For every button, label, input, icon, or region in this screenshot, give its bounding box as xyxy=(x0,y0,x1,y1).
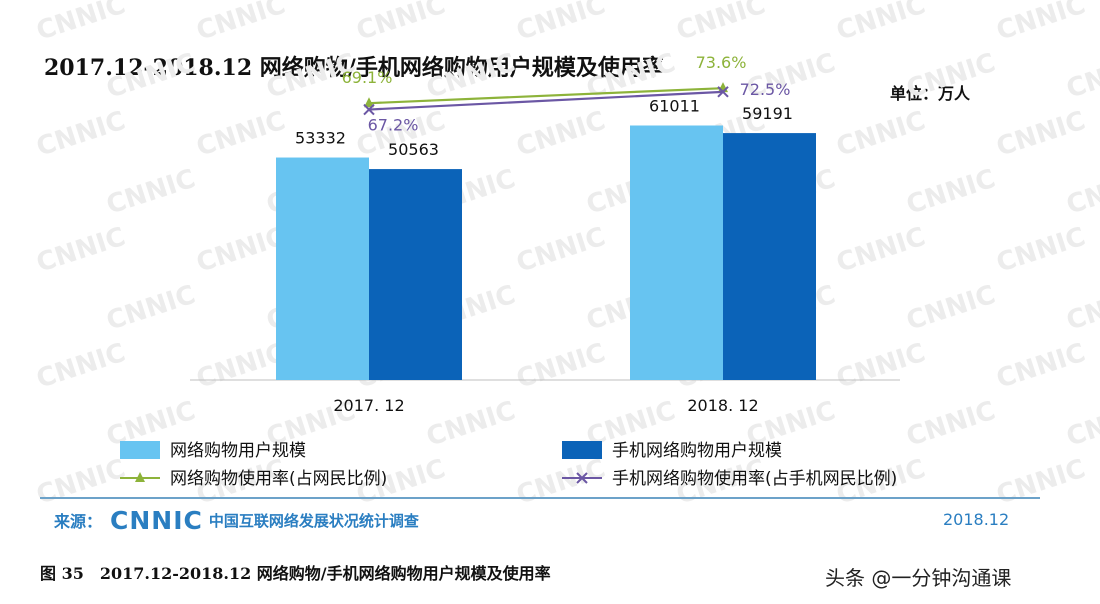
watermark-text: CNNIC xyxy=(103,164,199,221)
bar-layer xyxy=(190,125,900,381)
watermark-text: CNNIC xyxy=(33,106,129,163)
watermark-text: CNNIC xyxy=(993,0,1089,47)
line-marker-triangle xyxy=(364,97,374,108)
source-label: 来源： xyxy=(54,512,103,531)
watermark-text: CNNIC xyxy=(993,106,1089,163)
bar-value-label: 61011 xyxy=(649,96,700,115)
watermark-text: CNNIC xyxy=(993,338,1089,395)
watermark-text: CNNIC xyxy=(423,48,519,105)
watermark-text: CNNIC xyxy=(353,0,449,47)
legend-label: 手机网络购物用户规模 xyxy=(612,441,782,461)
watermark-text: CNNIC xyxy=(33,454,129,511)
x-tick-label: 2017. 12 xyxy=(333,396,404,415)
watermark-text: CNNIC xyxy=(103,280,199,337)
credit-watermark: 头条 @一分钟沟通课 xyxy=(825,566,1012,590)
legend-swatch xyxy=(120,441,160,459)
legend-label: 网络购物使用率(占网民比例) xyxy=(170,468,387,489)
watermark-text: CNNIC xyxy=(1063,280,1100,337)
unit-label: 单位：万人 xyxy=(890,84,971,103)
divider xyxy=(40,497,1040,499)
chart-title: 2017.12-2018.12 网络购物/手机网络购物用户规模及使用率 xyxy=(44,55,664,81)
line-marker-x xyxy=(363,103,375,116)
watermark-text: CNNIC xyxy=(33,338,129,395)
legend-swatch xyxy=(562,441,602,459)
legend-item: 手机网络购物用户规模 xyxy=(562,441,782,461)
watermark-text: CNNIC xyxy=(903,280,999,337)
watermark-text: CNNIC xyxy=(193,106,289,163)
bar-online-0 xyxy=(276,157,369,380)
watermark-text: CNNIC xyxy=(1063,396,1100,453)
bar-online-1 xyxy=(630,125,723,380)
legend-label: 手机网络购物使用率(占手机网民比例) xyxy=(612,468,897,489)
legend-item: 网络购物用户规模 xyxy=(120,441,306,461)
label-layer: 53332 61011 50563 59191 2017. 12 2018. 12 69.1… xyxy=(295,53,793,415)
legend-item: 网络购物使用率(占网民比例) xyxy=(120,468,387,489)
line-marker-x xyxy=(717,86,729,98)
watermark-text: CNNIC xyxy=(833,338,929,395)
watermark-text: CNNIC xyxy=(833,0,929,47)
logo-text: CNNIC xyxy=(110,505,203,535)
logo-org-name: 中国互联网络发展状况统计调查 xyxy=(208,511,419,530)
rate-label: 72.5% xyxy=(740,80,791,99)
watermark-text: CNNIC xyxy=(33,0,129,47)
watermark-text: CNNIC xyxy=(103,48,199,105)
watermark-text: CNNIC xyxy=(193,222,289,279)
bar-value-label: 53332 xyxy=(295,129,346,148)
watermark-text: CNNIC xyxy=(1063,48,1100,105)
watermark-text: CNNIC xyxy=(833,106,929,163)
watermark-text: CNNIC xyxy=(903,48,999,105)
watermark-text: CNNIC xyxy=(903,396,999,453)
watermark-text: CNNIC xyxy=(993,454,1089,511)
rate-label: 69.1% xyxy=(342,68,393,87)
watermark-text: CNNIC xyxy=(833,222,929,279)
watermark-text: CNNIC xyxy=(993,222,1089,279)
bar-value-label: 59191 xyxy=(742,104,793,123)
figure-caption: 图 35 2017.12-2018.12 网络购物/手机网络购物用户规模及使用率 xyxy=(40,564,551,583)
bar-mobile-0 xyxy=(369,169,462,380)
source-line: 来源： CNNIC 中国互联网络发展状况统计调查 xyxy=(54,506,419,535)
legend-item: 手机网络购物使用率(占手机网民比例) xyxy=(562,468,897,489)
x-tick-label: 2018. 12 xyxy=(687,396,758,415)
legend-label: 网络购物用户规模 xyxy=(170,441,306,461)
source-date: 2018.12 xyxy=(943,510,1010,529)
watermark-text: CNNIC xyxy=(513,338,609,395)
watermark-text: CNNIC xyxy=(513,106,609,163)
rate-label: 73.6% xyxy=(696,53,747,72)
rate-label: 67.2% xyxy=(368,116,419,135)
bar-value-label: 50563 xyxy=(388,140,439,159)
bar-mobile-1 xyxy=(723,133,816,380)
line-layer xyxy=(363,82,729,116)
watermark-text: CNNIC xyxy=(513,222,609,279)
watermark-text: CNNIC xyxy=(903,164,999,221)
watermark-text: CNNIC xyxy=(513,454,609,511)
line-mobile-rate xyxy=(368,90,724,111)
watermark-text: CNNIC xyxy=(673,0,769,47)
watermark-text: CNNIC xyxy=(513,0,609,47)
watermark-text: CNNIC xyxy=(1063,164,1100,221)
watermark-text: CNNIC xyxy=(193,0,289,47)
watermark-layer: CNNIC CNNIC CNNIC CNNIC CNNIC CNNIC CNNICCNNIC… xyxy=(33,0,1100,511)
watermark-text: CNNIC xyxy=(193,338,289,395)
watermark-text: CNNIC xyxy=(423,396,519,453)
cnnic-logo: CNNIC 中国互联网络发展状况统计调查 xyxy=(110,506,419,535)
watermark-text: CNNIC xyxy=(33,222,129,279)
line-online-rate xyxy=(368,87,724,105)
